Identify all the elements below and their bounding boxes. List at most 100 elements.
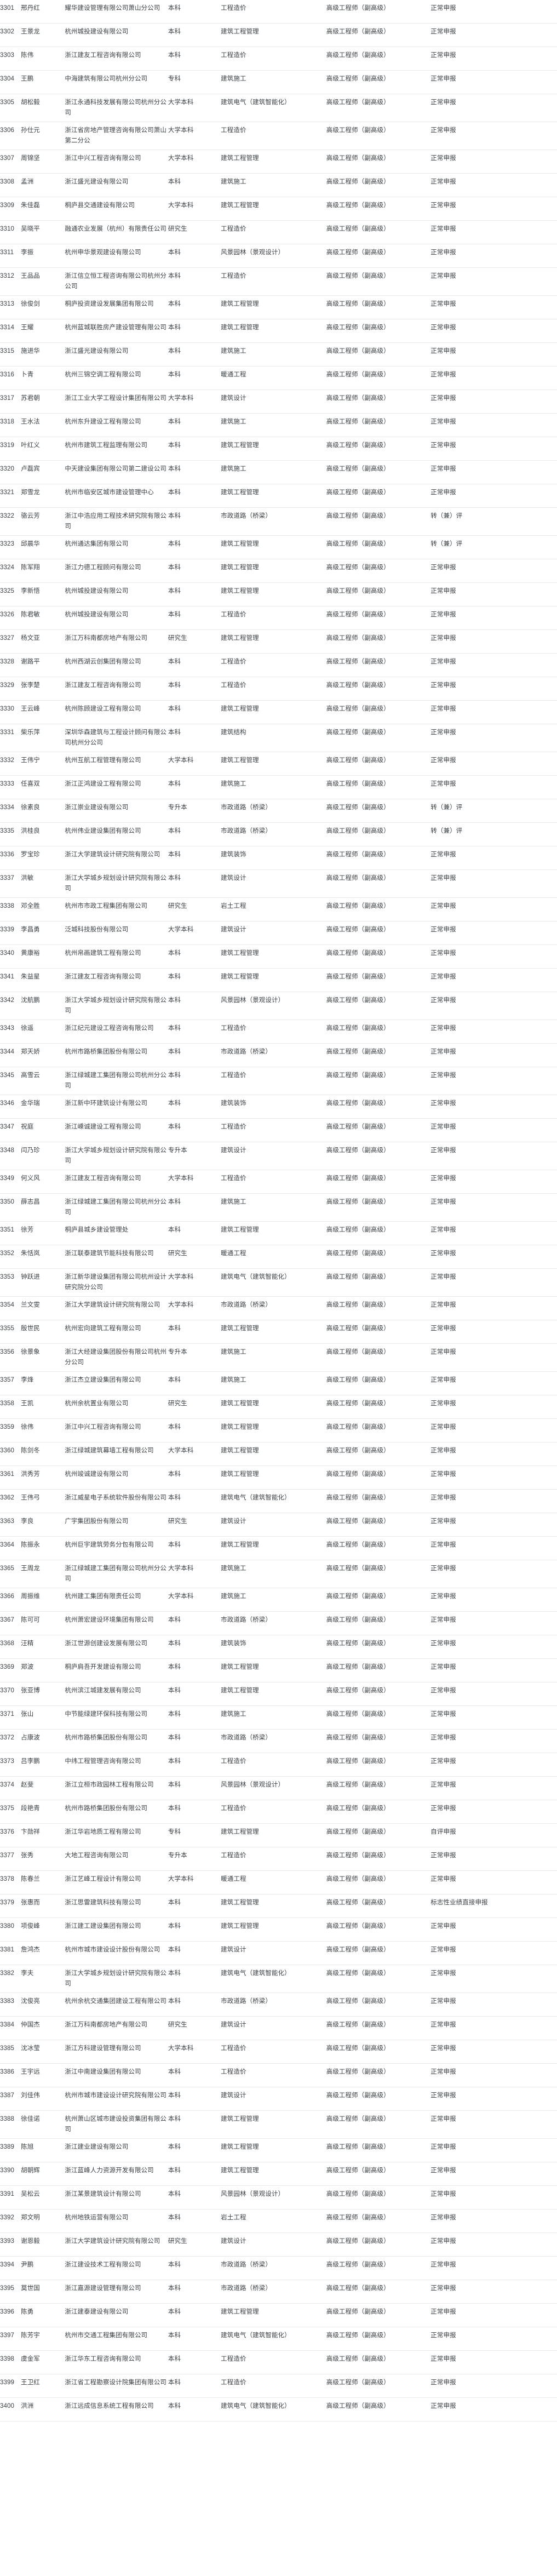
cell-organization: 杭州市路桥集团股份有限公司 — [65, 1734, 148, 1741]
cell-title: 高级工程师（副高级） — [326, 1805, 390, 1812]
cell-application-type: 正常申报 — [430, 2285, 456, 2292]
cell-sequence: 3310 — [0, 226, 14, 232]
cell-title: 高级工程师（副高级） — [326, 324, 390, 331]
cell-major: 建筑电气（建筑智能化） — [221, 99, 291, 106]
cell-major: 风景园林（景观设计） — [221, 249, 285, 256]
cell-name: 周振维 — [21, 1593, 40, 1600]
cell-organization: 杭州竣诚建设有限公司 — [65, 1471, 129, 1478]
cell-education: 本科 — [168, 659, 181, 665]
cell-title: 高级工程师（副高级） — [326, 804, 390, 811]
cell-spacer — [492, 1730, 557, 1753]
cell-title: 高级工程师（副高级） — [326, 76, 390, 82]
cell-application-type: 转（兼）评 — [430, 541, 463, 547]
cell-application-type: 正常申报 — [430, 1025, 456, 1032]
cell-spacer — [492, 24, 557, 47]
cell-spacer — [492, 2374, 557, 2398]
cell-organization: 浙江盛光建设有限公司 — [65, 179, 129, 185]
cell-education: 本科 — [168, 1424, 181, 1430]
cell-title: 高级工程师（副高级） — [326, 2092, 390, 2099]
cell-application-type: 正常申报 — [430, 1518, 456, 1525]
cell-major: 岩土工程 — [221, 903, 246, 909]
cell-sequence: 3316 — [0, 371, 14, 378]
cell-application-type: 正常申报 — [430, 1471, 456, 1478]
cell-name: 朱佳磊 — [21, 202, 40, 209]
cell-organization: 浙江华东工程咨询有限公司 — [65, 2356, 141, 2362]
cell-name: 尹鹏 — [21, 2262, 34, 2268]
cell-major: 建筑电气（建筑智能化） — [221, 1495, 291, 1501]
cell-education: 本科 — [168, 1711, 181, 1718]
cell-education: 本科 — [168, 564, 181, 571]
cell-major: 建筑工程管理 — [221, 1829, 259, 1835]
cell-spacer — [492, 536, 557, 559]
cell-sequence: 3326 — [0, 611, 14, 618]
cell-organization: 浙江大学城乡规划设计研究院有限公司 — [65, 1970, 166, 1987]
cell-name: 陈军翔 — [21, 564, 40, 571]
cell-education: 本科 — [168, 28, 181, 35]
cell-application-type: 正常申报 — [430, 851, 456, 858]
cell-spacer — [492, 898, 557, 921]
cell-application-type: 正常申报 — [430, 1734, 456, 1741]
cell-major: 市政道路（桥梁） — [221, 2262, 272, 2268]
cell-application-type: 正常申报 — [430, 903, 456, 909]
cell-title: 高级工程师（副高级） — [326, 926, 390, 933]
cell-spacer — [492, 1320, 557, 1344]
cell-spacer — [492, 654, 557, 677]
cell-sequence: 3357 — [0, 1377, 14, 1383]
table-row: 3344 郑天娇 杭州市路桥集团股份有限公司 本科 市政道路（桥梁） 高级工程师（副高级）… — [0, 1044, 557, 1067]
cell-sequence: 3345 — [0, 1072, 14, 1079]
cell-name: 胡松毅 — [21, 99, 40, 106]
cell-title: 高级工程师（副高级） — [326, 1325, 390, 1332]
cell-name: 王耀 — [21, 324, 34, 331]
cell-name: 陈旭 — [21, 2144, 34, 2150]
cell-organization: 浙江世源创建设发展有限公司 — [65, 1640, 148, 1647]
cell-title: 高级工程师（副高级） — [326, 875, 390, 881]
cell-sequence: 3378 — [0, 1876, 14, 1882]
cell-organization: 杭州市路桥集团股份有限公司 — [65, 1805, 148, 1812]
cell-title: 高级工程师（副高级） — [326, 1542, 390, 1548]
cell-organization: 杭州三锦空调工程有限公司 — [65, 371, 141, 378]
table-row: 3308 孟洲 浙江盛光建设有限公司 本科 建筑施工 高级工程师（副高级） 正常申报 — [0, 174, 557, 197]
cell-education: 本科 — [168, 1664, 181, 1670]
cell-title: 高级工程师（副高级） — [326, 249, 390, 256]
table-row: 3329 张李楚 浙江建友工程咨询有限公司 本科 工程造价 高级工程师（副高级） 正常申报 — [0, 677, 557, 701]
cell-name: 徐芳 — [21, 1227, 34, 1233]
cell-spacer — [492, 752, 557, 776]
cell-major: 建筑工程管理 — [221, 1424, 259, 1430]
cell-title: 高级工程师（副高级） — [326, 127, 390, 134]
cell-education: 本科 — [168, 301, 181, 307]
table-row: 3341 朱益星 浙江建友工程咨询有限公司 本科 建筑工程管理 高级工程师（副高级） 正常申… — [0, 969, 557, 992]
cell-sequence: 3388 — [0, 2116, 14, 2122]
cell-education: 本科 — [168, 1049, 181, 1055]
cell-application-type: 正常申报 — [430, 1998, 456, 2005]
cell-organization: 浙江嘉源建设管理有限公司 — [65, 2285, 141, 2292]
cell-education: 专科 — [168, 76, 181, 82]
cell-spacer — [492, 2087, 557, 2111]
cell-spacer — [492, 1942, 557, 1965]
cell-sequence: 3354 — [0, 1302, 14, 1308]
cell-major: 建筑设计 — [221, 2238, 246, 2245]
cell-name: 徐遥 — [21, 1025, 34, 1032]
cell-organization: 浙江威星电子系统软件股份有限公司 — [65, 1495, 166, 1501]
cell-name: 柴乐萍 — [21, 729, 40, 736]
cell-spacer — [492, 2257, 557, 2280]
cell-title: 高级工程师（副高级） — [326, 659, 390, 665]
cell-major: 建筑电气（建筑智能化） — [221, 1274, 291, 1280]
cell-education: 本科 — [168, 489, 181, 496]
cell-organization: 浙江思雷建筑科技有限公司 — [65, 1899, 141, 1906]
cell-organization: 杭州市建筑工程监理有限公司 — [65, 442, 148, 449]
cell-title: 高级工程师（副高级） — [326, 273, 390, 279]
cell-name: 仲国杰 — [21, 2022, 40, 2028]
cell-application-type: 正常申报 — [430, 1227, 456, 1233]
cell-spacer — [492, 799, 557, 823]
cell-organization: 浙江大学城乡规划设计研究院有限公司 — [65, 1147, 166, 1164]
cell-organization: 浙江蓝峰人力资源开发有限公司 — [65, 2167, 154, 2174]
cell-major: 建筑工程管理 — [221, 950, 259, 957]
cell-name: 任喜双 — [21, 781, 40, 787]
cell-spacer — [492, 2064, 557, 2087]
cell-education: 本科 — [168, 1471, 181, 1478]
cell-education: 本科 — [168, 950, 181, 957]
cell-sequence: 3313 — [0, 301, 14, 307]
cell-title: 高级工程师（副高级） — [326, 1447, 390, 1454]
cell-sequence: 3315 — [0, 348, 14, 354]
cell-name: 陈芳宇 — [21, 2332, 40, 2339]
